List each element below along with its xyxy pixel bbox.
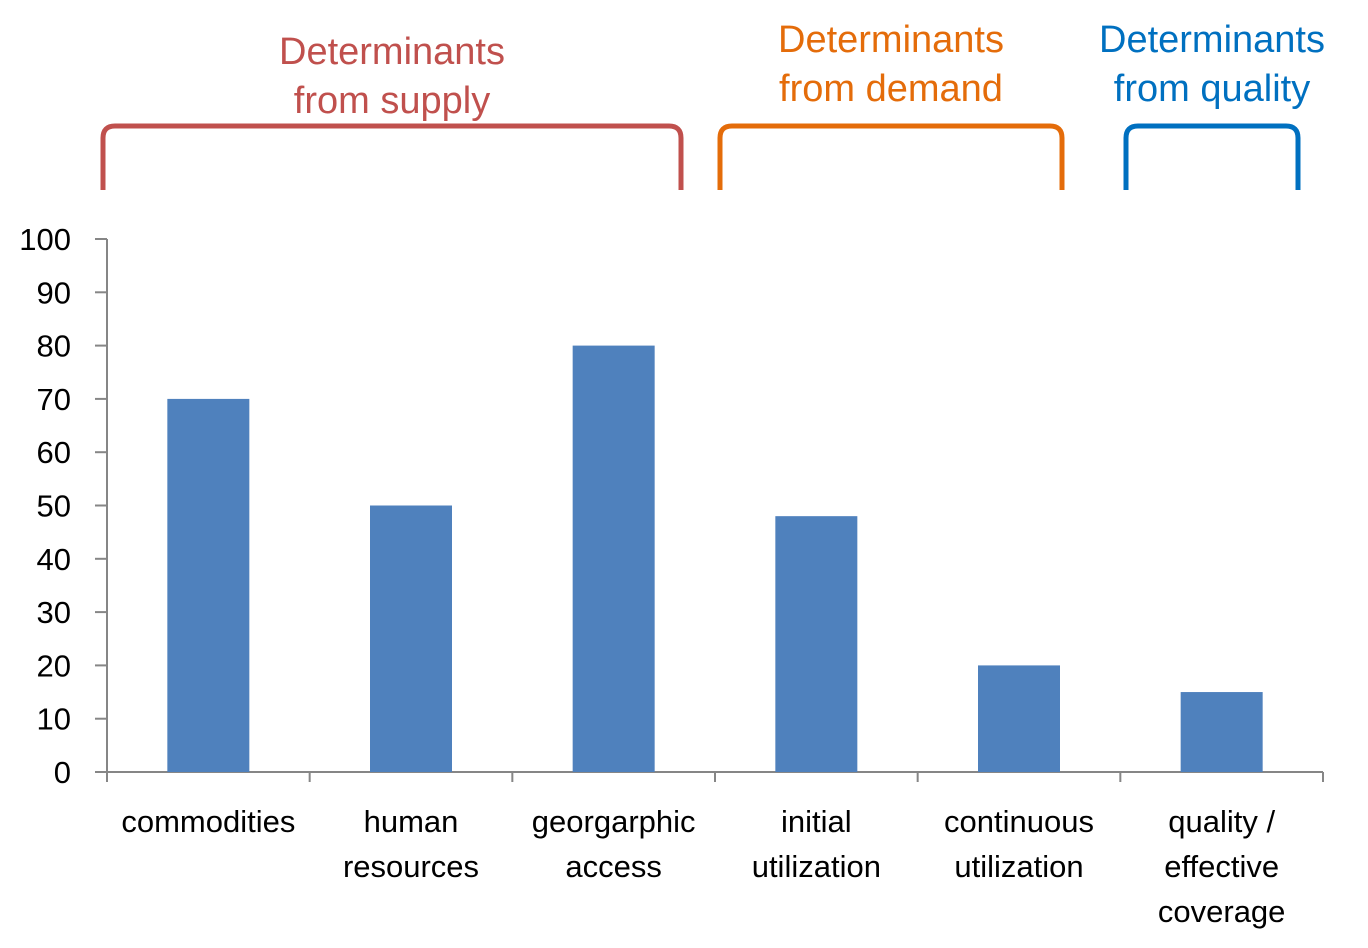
- x-tick-label: human resources: [343, 804, 479, 884]
- x-tick-label: quality / effective coverage: [1158, 804, 1286, 929]
- x-tick-label: georgarphic access: [532, 804, 696, 884]
- bar: [775, 516, 858, 772]
- group-label-line: from demand: [779, 68, 1003, 110]
- y-tick-label: 0: [54, 755, 71, 790]
- x-tick-label-line: quality /: [1168, 804, 1275, 839]
- y-tick-label: 100: [19, 222, 71, 257]
- x-tick-label-line: continuous: [944, 804, 1094, 839]
- x-tick-label: initial utilization: [752, 804, 881, 884]
- bar: [167, 398, 250, 772]
- x-tick-label-line: commodities: [121, 804, 295, 839]
- group-label-line: Determinants: [1099, 19, 1325, 61]
- bar: [370, 505, 452, 772]
- axes: 0 10 20 30 40 50 60 70 80 90 100: [19, 222, 1324, 790]
- x-tick-label-line: coverage: [1158, 894, 1286, 929]
- x-tick-label: continuous utilization: [944, 804, 1094, 884]
- y-tick-label: 30: [37, 595, 71, 630]
- x-tick-label-line: human: [364, 804, 459, 839]
- bars: [167, 345, 1263, 772]
- bar: [978, 665, 1060, 772]
- group-bracket: [100, 123, 684, 190]
- x-tick-label: commodities: [121, 804, 295, 839]
- y-tick-label: 10: [37, 702, 71, 737]
- x-tick-label-line: georgarphic: [532, 804, 696, 839]
- bar: [572, 345, 655, 772]
- bar: [1180, 692, 1263, 772]
- group-brackets: Determinants from supply Determinants from …: [100, 19, 1325, 190]
- category-labels: commodities human resources georgarphic acce…: [121, 804, 1285, 929]
- group-label-line: from supply: [294, 80, 490, 122]
- y-tick-label: 50: [37, 489, 71, 524]
- y-tick-label: 40: [37, 542, 71, 577]
- y-tick-label: 80: [37, 329, 71, 364]
- y-tick-label: 20: [37, 648, 71, 683]
- group-label-line: Determinants: [279, 31, 505, 73]
- x-tick-label-line: resources: [343, 849, 479, 884]
- group-bracket: [1123, 123, 1301, 190]
- group-label-line: from quality: [1114, 68, 1310, 110]
- y-tick-label: 60: [37, 435, 71, 470]
- group-label-line: Determinants: [778, 19, 1004, 61]
- x-tick-label-line: utilization: [752, 849, 881, 884]
- group-bracket: [717, 123, 1065, 190]
- y-tick-label: 70: [37, 382, 71, 417]
- x-tick-label-line: access: [565, 849, 661, 884]
- x-tick-label-line: initial: [781, 804, 852, 839]
- x-tick-label-line: utilization: [954, 849, 1083, 884]
- group-label: Determinants from quality: [1099, 19, 1325, 110]
- y-tick-label: 90: [37, 275, 71, 310]
- group-label: Determinants from supply: [279, 31, 505, 122]
- group-label: Determinants from demand: [778, 19, 1004, 110]
- x-tick-label-line: effective: [1164, 849, 1279, 884]
